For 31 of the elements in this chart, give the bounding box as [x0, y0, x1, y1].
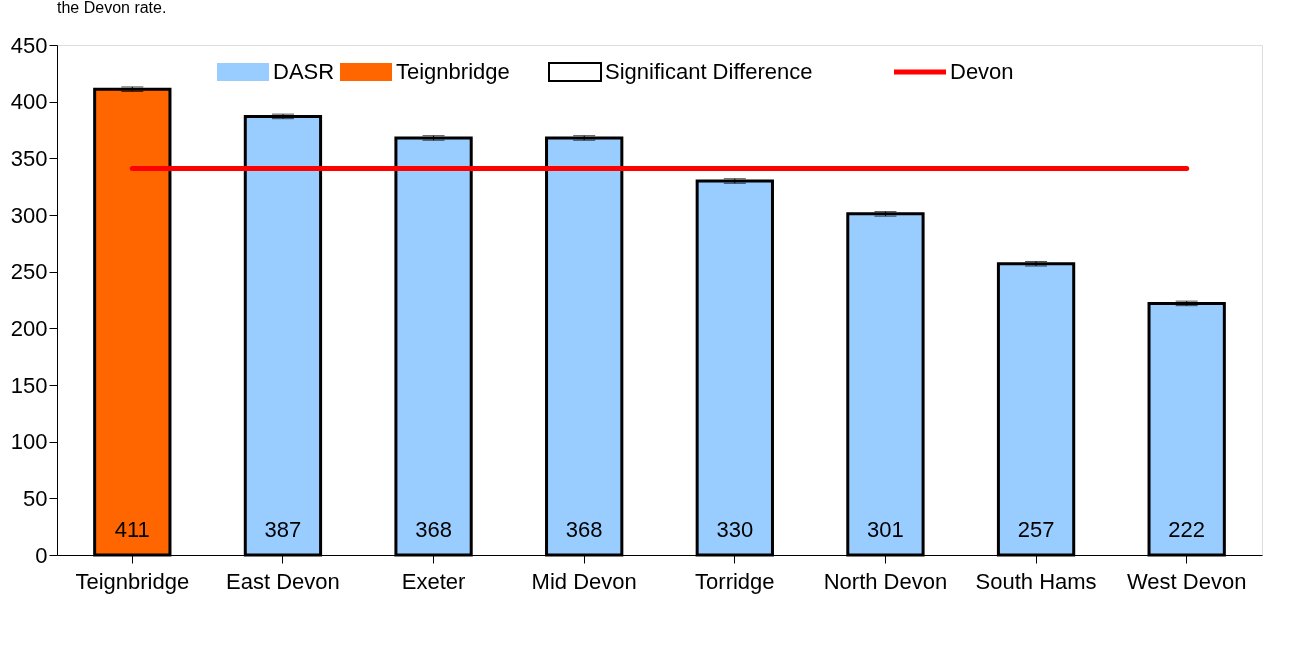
y-tick-label: 350	[10, 145, 48, 171]
data-label: 222	[1168, 517, 1206, 542]
data-label: 368	[415, 517, 452, 542]
x-tick-label: North Devon	[823, 568, 948, 594]
data-label: 368	[565, 517, 603, 542]
y-tick-label: 150	[10, 372, 48, 398]
y-tick-label: 200	[10, 315, 48, 341]
data-label: 330	[716, 517, 754, 542]
legend-label: DASR	[273, 59, 335, 84]
text: the Devon rate.	[57, 0, 167, 16]
data-label: 411	[114, 517, 150, 542]
x-tick-label: East Devon	[226, 568, 340, 594]
data-label: 301	[867, 517, 904, 542]
y-tick-label: 50	[23, 485, 48, 511]
y-tick-label: 450	[10, 32, 48, 58]
y-tick-label: 0	[35, 542, 48, 568]
y-tick-label: 100	[10, 429, 48, 455]
x-tick-label: Exeter	[401, 568, 466, 594]
x-tick-label: Mid Devon	[531, 568, 637, 594]
legend-label: Devon	[950, 59, 1014, 84]
data-label: 257	[1017, 517, 1055, 542]
y-tick-label: 300	[10, 202, 48, 228]
legend-label: Significant Difference	[605, 59, 813, 84]
x-tick-label: Teignbridge	[75, 568, 190, 594]
x-tick-label: South Hams	[975, 568, 1097, 594]
x-tick-label: Torridge	[695, 568, 775, 594]
x-tick-label: West Devon	[1126, 568, 1247, 594]
legend-label: Teignbridge	[396, 59, 510, 84]
y-tick-label: 400	[10, 89, 48, 115]
y-tick-label: 250	[10, 259, 48, 285]
data-label: 387	[264, 517, 302, 542]
